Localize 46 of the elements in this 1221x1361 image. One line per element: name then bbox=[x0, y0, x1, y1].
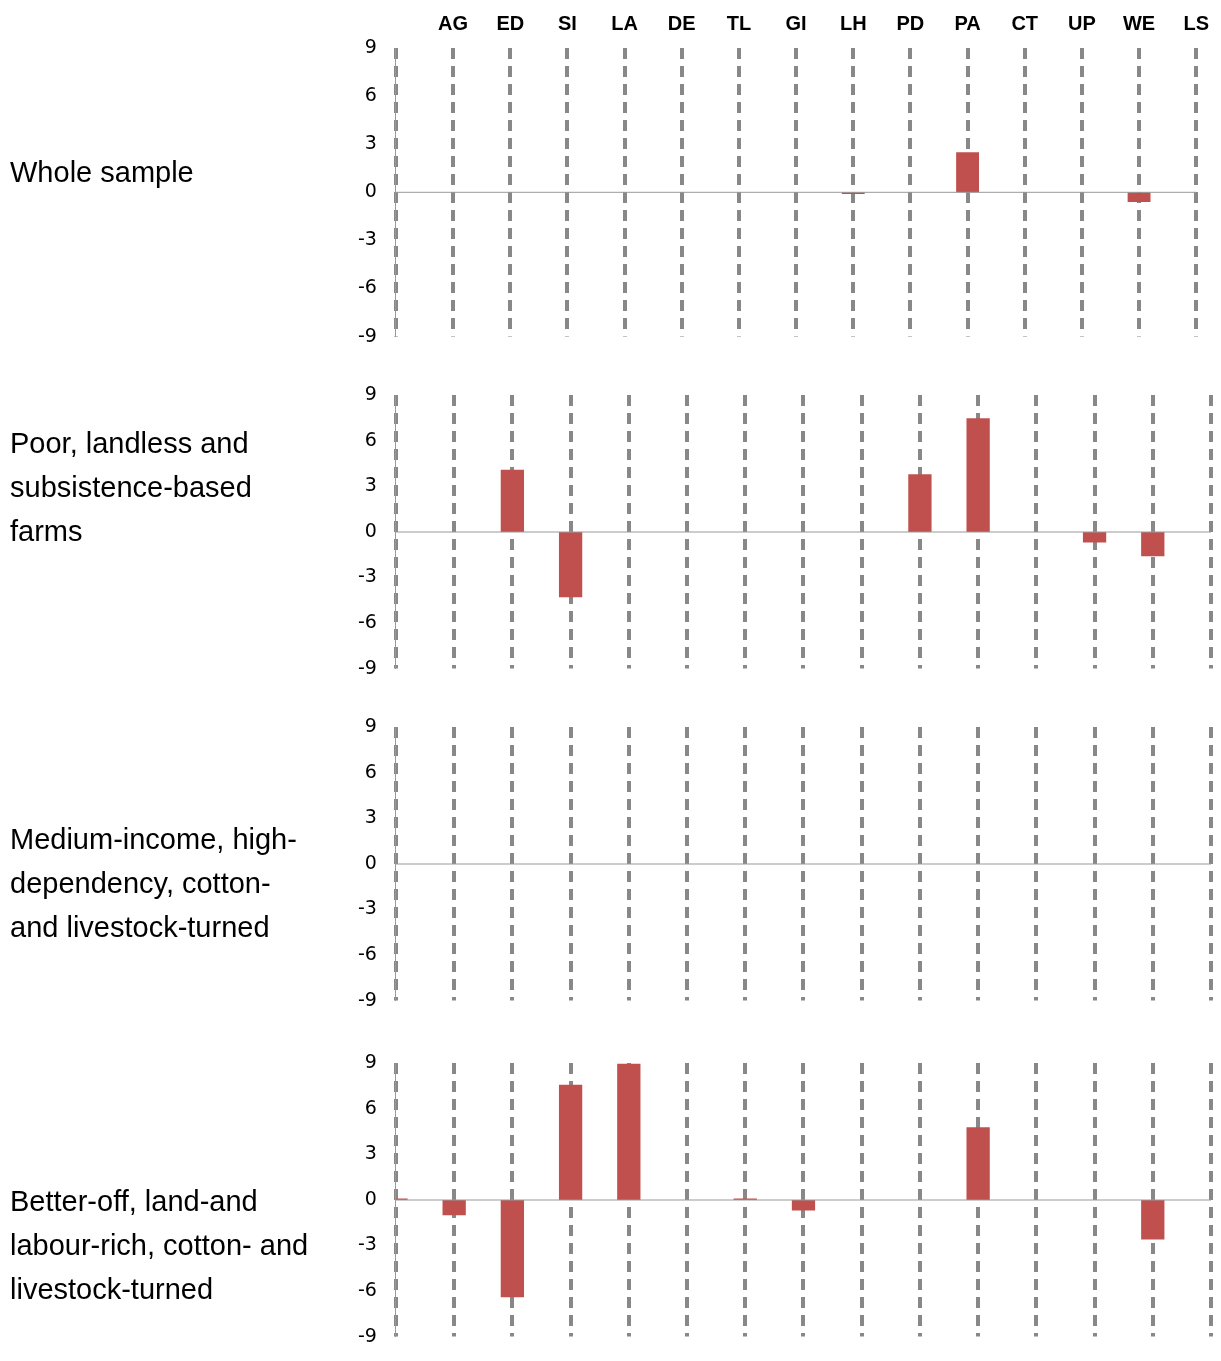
y-tick-label: -9 bbox=[357, 1323, 377, 1346]
y-tick-label: -6 bbox=[357, 1278, 377, 1300]
y-tick-label: -3 bbox=[357, 1232, 377, 1255]
x-tick-label: AG bbox=[438, 11, 469, 34]
y-tick-label: 3 bbox=[364, 805, 377, 828]
y-tick-label: -6 bbox=[357, 610, 377, 632]
x-tick-label: PA bbox=[954, 11, 981, 34]
x-tick-label: LH bbox=[839, 11, 867, 34]
y-tick-label: 6 bbox=[364, 759, 377, 782]
x-tick-label: UP bbox=[1068, 11, 1096, 34]
x-tick-label: LA bbox=[611, 11, 638, 34]
y-tick-label: 6 bbox=[364, 427, 377, 450]
y-tick-label: -3 bbox=[357, 896, 377, 919]
y-tick-label: 0 bbox=[364, 518, 377, 541]
y-tick-label: -9 bbox=[357, 323, 377, 346]
y-tick-label: 9 bbox=[364, 1050, 377, 1073]
x-tick-label: TL bbox=[726, 11, 752, 34]
x-tick-label: SI bbox=[557, 11, 577, 34]
y-tick-label: -9 bbox=[357, 655, 377, 678]
y-tick-label: 9 bbox=[364, 714, 377, 737]
x-tick-label: CT bbox=[1011, 11, 1039, 34]
text: Better-off, land-and labour-rich, cotton- and livestock-turned bbox=[10, 1184, 310, 1307]
y-tick-label: 0 bbox=[364, 850, 377, 873]
x-tick-label: ED bbox=[496, 11, 525, 34]
x-tick-label: GI bbox=[785, 11, 807, 34]
x-tick-label: PD bbox=[896, 11, 925, 34]
y-tick-label: 0 bbox=[364, 1186, 377, 1209]
x-tick-label: LS bbox=[1183, 11, 1209, 34]
y-tick-label: 6 bbox=[364, 1095, 377, 1118]
y-tick-label: 3 bbox=[364, 473, 377, 496]
text: Poor, landless and subsistence-based farms bbox=[10, 426, 253, 549]
y-tick-label: 0 bbox=[364, 179, 377, 202]
y-tick-label: -6 bbox=[357, 942, 377, 964]
text: Whole sample bbox=[10, 155, 195, 190]
text: Medium-income, high-dependency, cotton-and livestock-turned bbox=[10, 822, 298, 945]
x-tick-label: WE bbox=[1122, 11, 1156, 34]
y-tick-label: 3 bbox=[364, 131, 377, 154]
x-tick-label: DE bbox=[667, 11, 696, 34]
y-tick-label: -9 bbox=[357, 987, 377, 1010]
y-tick-label: 3 bbox=[364, 1141, 377, 1164]
y-tick-label: -6 bbox=[357, 275, 377, 298]
y-tick-label: -3 bbox=[357, 564, 377, 587]
y-tick-label: 9 bbox=[364, 382, 377, 405]
y-tick-label: 6 bbox=[364, 83, 377, 106]
y-tick-label: 9 bbox=[364, 34, 377, 57]
y-tick-label: -3 bbox=[357, 227, 377, 250]
